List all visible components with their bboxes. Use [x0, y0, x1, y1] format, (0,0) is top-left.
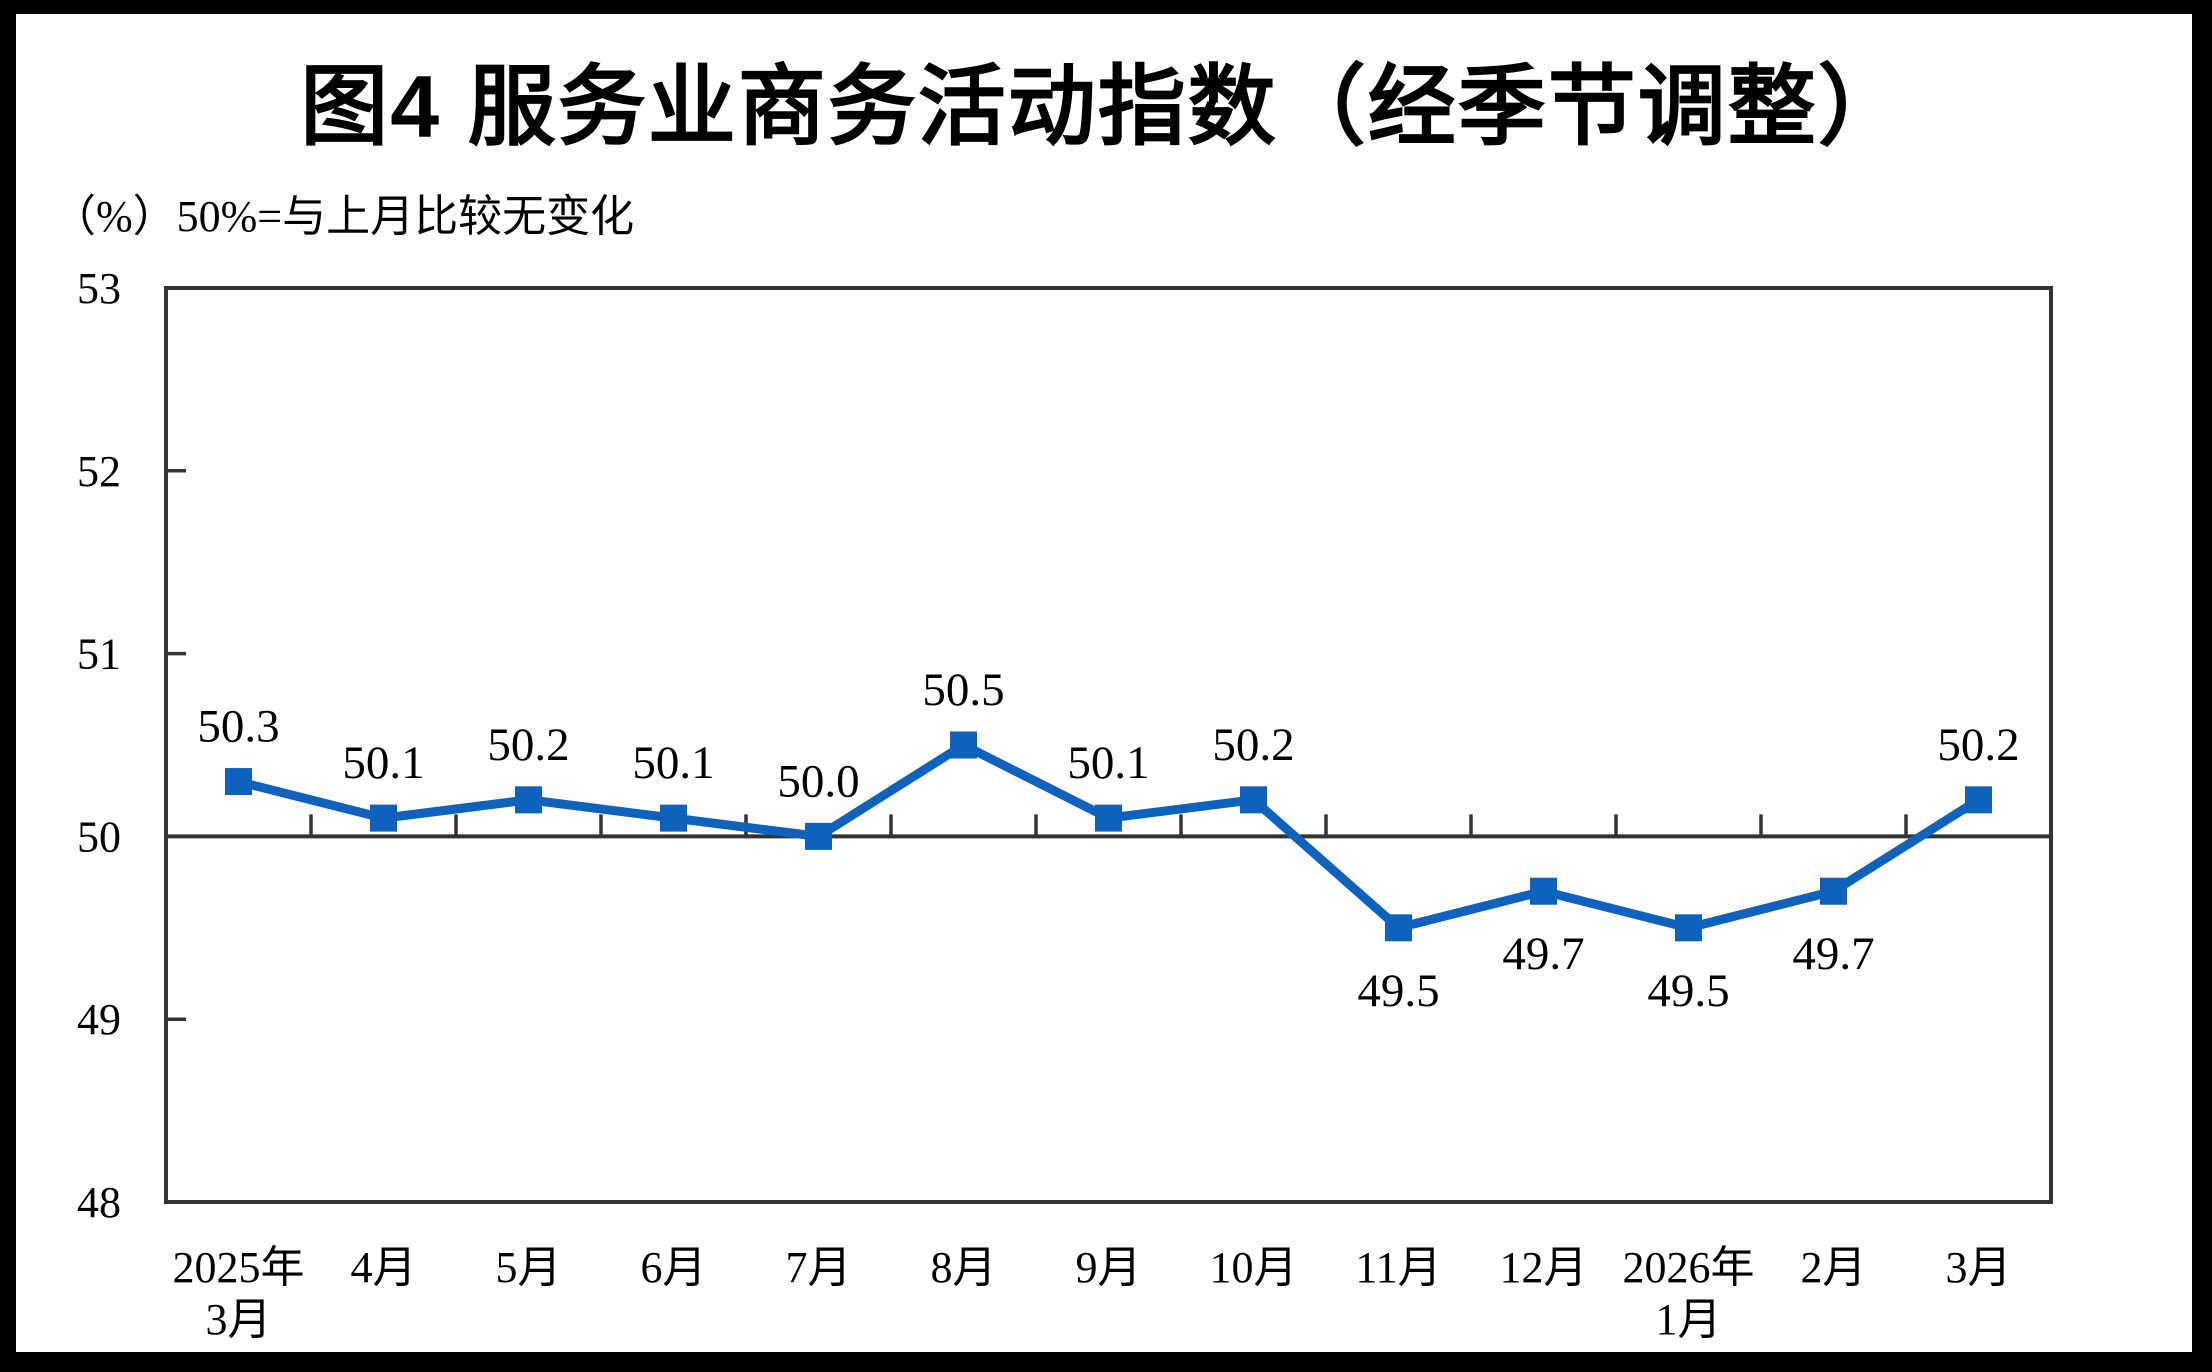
x-tick-label: 12月 [1500, 1243, 1588, 1292]
y-tick-label: 48 [77, 1178, 121, 1227]
data-point-label: 50.1 [1067, 737, 1149, 789]
data-point-label: 50.2 [487, 719, 569, 771]
y-tick-label: 49 [77, 995, 121, 1044]
data-point-marker [1095, 804, 1122, 832]
chart-title: 图4 服务业商务活动指数（经季节调整） [300, 57, 1908, 156]
data-point-marker [660, 804, 687, 832]
line-chart-plot: 53 52 51 50 49 48 2025年 3月 4月 5月 6月 7月 8月 9月 10月 11月 12月… [77, 264, 2053, 1344]
data-point-label: 49.7 [1502, 928, 1584, 980]
data-point-label: 49.5 [1647, 965, 1729, 1017]
data-point-marker [1965, 786, 1992, 814]
x-tick-label: 2026年 1月 [1623, 1243, 1755, 1344]
y-tick-label: 52 [77, 447, 121, 496]
data-point-marker [805, 822, 832, 850]
data-point-label: 50.1 [342, 737, 424, 789]
x-tick-label: 2月 [1801, 1243, 1867, 1292]
x-tick-label: 2025年 3月 [173, 1243, 305, 1344]
y-tick-label: 51 [77, 630, 121, 679]
data-point-marker [370, 804, 397, 832]
data-point-marker [515, 786, 542, 814]
data-point-label: 50.5 [922, 664, 1004, 716]
x-tick-label: 6月 [641, 1243, 707, 1292]
data-point-marker [1675, 914, 1702, 942]
chart-unit-note: （%）50%=与上月比较无变化 [52, 192, 635, 241]
data-point-marker [1820, 877, 1847, 905]
y-tick-label: 50 [77, 812, 121, 861]
data-point-marker [950, 731, 977, 759]
x-tick-label: 9月 [1076, 1243, 1142, 1292]
data-point-marker [1385, 914, 1412, 942]
data-point-marker [225, 768, 252, 796]
x-tick-label: 4月 [351, 1243, 417, 1292]
data-point-label: 50.1 [632, 737, 714, 789]
x-tick-label: 3月 [1946, 1243, 2012, 1292]
chart-canvas: 图4 服务业商务活动指数（经季节调整） （%）50%=与上月比较无变化 53 52… [16, 14, 2192, 1352]
data-point-label: 50.0 [777, 755, 859, 807]
data-point-label: 50.2 [1212, 719, 1294, 771]
data-point-marker [1240, 786, 1267, 814]
data-point-label: 49.7 [1792, 928, 1874, 980]
data-point-label: 50.3 [197, 701, 279, 753]
data-point-marker [1530, 877, 1557, 905]
x-tick-label: 11月 [1355, 1243, 1441, 1292]
x-tick-label: 7月 [786, 1243, 852, 1292]
x-tick-label: 8月 [931, 1243, 997, 1292]
x-tick-label: 10月 [1210, 1243, 1298, 1292]
data-point-label: 49.5 [1357, 965, 1439, 1017]
x-tick-label: 5月 [496, 1243, 562, 1292]
y-tick-label: 53 [77, 264, 121, 313]
data-point-label: 50.2 [1937, 719, 2019, 771]
plot-border [164, 286, 2053, 1204]
